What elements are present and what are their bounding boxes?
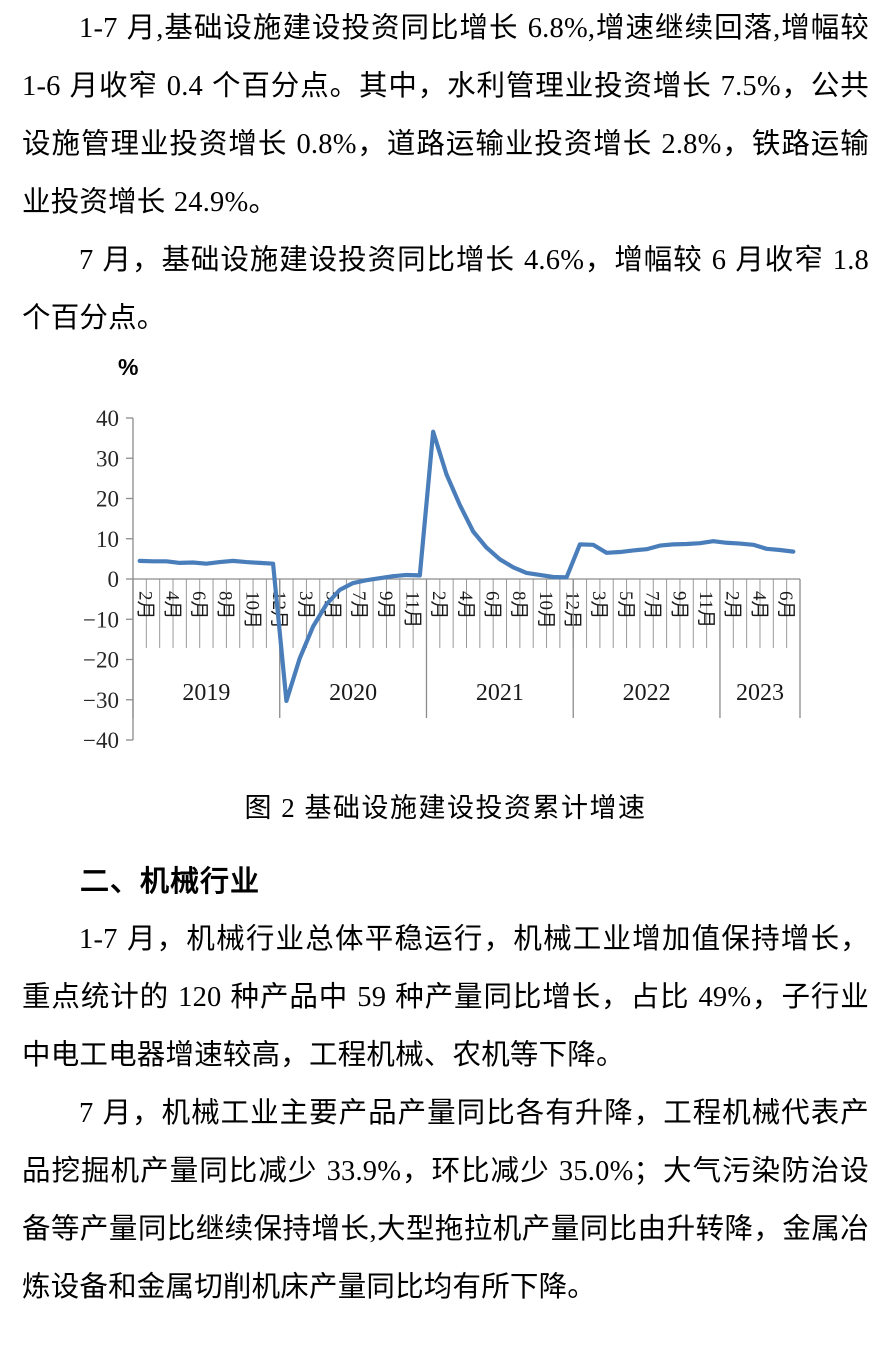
- chart-y-tick-label: 30: [96, 446, 119, 471]
- chart-y-tick-label: 40: [96, 406, 119, 431]
- chart-year-label: 2020: [329, 680, 377, 706]
- chart-x-tick-label: 8月: [215, 591, 236, 620]
- chart-year-label: 2023: [736, 680, 784, 706]
- paragraph-1: 1-7 月,基础设施建设投资同比增长 6.8%,增速继续回落,增幅较 1-6 月…: [22, 13, 869, 218]
- chart-x-tick-label: 4月: [161, 591, 182, 620]
- chart-x-tick-label: 10月: [241, 591, 262, 629]
- chart-x-tick-label: 6月: [482, 591, 503, 620]
- section-heading: 二、机械行业: [80, 866, 261, 898]
- chart-x-tick-label: 5月: [615, 591, 636, 620]
- chart-x-tick-label: 12月: [562, 591, 583, 629]
- chart-x-tick-label: 9月: [668, 591, 689, 620]
- chart-y-tick-label: 20: [96, 487, 119, 512]
- chart-y-tick-label: 10: [96, 527, 119, 552]
- paragraph-3: 1-7 月，机械行业总体平稳运行，机械工业增加值保持增长，重点统计的 120 种…: [22, 924, 869, 1071]
- chart-year-label: 2022: [623, 680, 671, 706]
- chart-year-label: 2019: [182, 680, 230, 706]
- figure-block: % 40 30 20 10 0 −10 −20 −30 −40 2月 4月 6月 8月 10月 12月 3月 5…: [0, 348, 891, 853]
- chart-x-tick-label: 5月: [321, 591, 342, 620]
- chart-x-tick-label: 2月: [428, 591, 449, 620]
- chart-y-tick-label: 0: [108, 567, 120, 592]
- chart-x-tick-label: 6月: [188, 591, 209, 620]
- chart-x-tick-label: 4月: [455, 591, 476, 620]
- chart-x-tick-label: 2月: [135, 591, 156, 620]
- chart-y-tick-label: −20: [83, 648, 119, 673]
- chart-x-tick-label: 4月: [748, 591, 769, 620]
- chart-x-tick-label: 11月: [695, 591, 716, 628]
- chart-year-label: 2021: [476, 680, 524, 706]
- chart-y-tick-label: −40: [83, 728, 119, 753]
- chart-x-tick-label: 8月: [508, 591, 529, 620]
- chart-y-tick-label: −10: [83, 607, 119, 632]
- chart-y-tick-label: −30: [83, 688, 119, 713]
- line-chart: % 40 30 20 10 0 −10 −20 −30 −40 2月 4月 6月 8月 10月 12月 3月 5…: [0, 348, 891, 768]
- chart-x-tick-label: 11月: [401, 591, 422, 628]
- chart-x-tick-label: 10月: [535, 591, 556, 629]
- chart-data-series: [137, 429, 796, 704]
- chart-x-tick-label: 3月: [295, 591, 316, 620]
- chart-x-tick-label: 7月: [348, 591, 369, 620]
- chart-x-tick-label: 9月: [375, 591, 396, 620]
- paragraph-2: 7 月，基础设施建设投资同比增长 4.6%，增幅较 6 月收窄 1.8 个百分点…: [22, 245, 869, 334]
- figure-caption: 图 2 基础设施建设投资累计增速: [244, 793, 647, 823]
- chart-x-tick-label: 6月: [775, 591, 796, 620]
- chart-x-tick-label: 2月: [722, 591, 743, 620]
- y-axis-unit-label: %: [118, 354, 139, 380]
- chart-x-tick-label: 3月: [588, 591, 609, 620]
- chart-x-tick-label: 7月: [642, 591, 663, 620]
- paragraph-4: 7 月，机械工业主要产品产量同比各有升降，工程机械代表产品挖掘机产量同比减少 3…: [22, 1098, 869, 1303]
